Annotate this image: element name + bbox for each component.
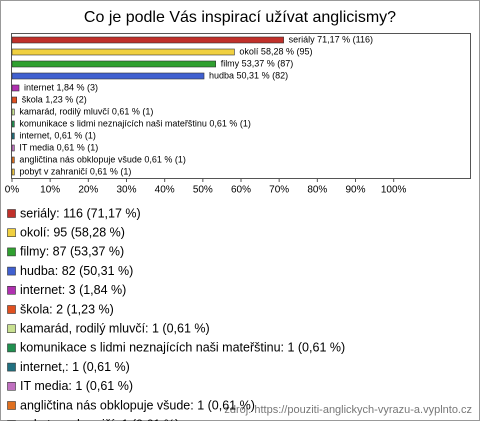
bar-label: filmy 53,37 % (87): [221, 58, 294, 68]
bar: [11, 96, 17, 104]
x-tick-label: 70%: [269, 185, 289, 196]
legend-swatch: [7, 247, 16, 257]
legend-label: pobyt v zahraničí: 1 (0,61 %): [20, 417, 179, 421]
legend-label: komunikace s lidmi neznajících naši mate…: [20, 341, 345, 355]
legend-swatch: [7, 228, 16, 237]
legend-swatch: [7, 266, 16, 276]
legend-label: kamarád, rodilý mluvčí: 1 (0,61 %): [20, 321, 210, 335]
x-tick-label: 30%: [116, 185, 136, 196]
bar-label: kamarád, rodilý mluvčí 0,61 % (1): [19, 106, 153, 116]
x-tick-label: 100%: [381, 185, 407, 196]
bar: [11, 36, 284, 44]
bar: [11, 108, 15, 116]
x-tick-label: 80%: [307, 185, 327, 196]
legend-swatch: [7, 381, 16, 391]
legend-label: angličtina nás obklopuje všude: 1 (0,61 …: [20, 398, 255, 412]
x-tick-label: 60%: [231, 185, 251, 196]
legend-label: internet,: 1 (0,61 %): [20, 360, 130, 374]
legend-swatch: [7, 362, 16, 372]
bar-label: IT media 0,61 % (1): [19, 142, 98, 152]
bar: [11, 120, 15, 128]
x-tick-label: 90%: [345, 185, 365, 196]
legend-label: hudba: 82 (50,31 %): [20, 264, 133, 278]
bar: [11, 144, 15, 152]
bar-label: škola 1,23 % (2): [22, 94, 87, 104]
legend-swatch: [7, 209, 16, 218]
legend-swatch: [7, 401, 16, 410]
legend-label: IT media: 1 (0,61 %): [20, 379, 133, 393]
x-tick-label: 10%: [40, 185, 60, 196]
bar-label: angličtina nás obklopuje všude 0,61 % (1…: [19, 154, 186, 164]
bar: [11, 132, 15, 140]
x-tick-label: 50%: [193, 185, 213, 196]
bar-label: internet, 0,61 % (1): [19, 130, 96, 140]
legend-swatch: [7, 343, 16, 353]
source: zdroj: https://pouziti-anglickych-vyrazu…: [224, 404, 472, 416]
bar-label: pobyt v zahraničí 0,61 % (1): [19, 166, 131, 176]
legend-label: škola: 2 (1,23 %): [20, 302, 114, 316]
legend-label: filmy: 87 (53,37 %): [20, 245, 124, 259]
bar: [11, 60, 216, 68]
bar: [11, 84, 20, 92]
legend-label: seriály: 116 (71,17 %): [20, 206, 141, 220]
bar-label: okolí 58,28 % (95): [239, 46, 312, 56]
legend-swatch: [7, 324, 16, 334]
x-tick-label: 20%: [78, 185, 98, 196]
bar: [11, 72, 205, 80]
bar: [11, 48, 235, 56]
legend-label: internet: 3 (1,84 %): [20, 283, 126, 297]
bar-label: hudba 50,31 % (82): [209, 70, 288, 80]
plot-area: [11, 33, 471, 179]
bar-label: seriály 71,17 % (116): [289, 34, 373, 44]
bar: [11, 168, 15, 176]
x-tick-label: 0%: [5, 185, 20, 196]
legend-label: okolí: 95 (58,28 %): [20, 225, 125, 239]
bar: [11, 156, 15, 164]
chart-title: Co je podle Vás inspirací užívat anglici…: [84, 9, 396, 26]
bar-label: internet 1,84 % (3): [24, 82, 98, 92]
x-tick-label: 40%: [155, 185, 175, 196]
bar-label: komunikace s lidmi neznajících naši mate…: [19, 118, 251, 128]
legend-swatch: [7, 305, 16, 314]
legend-swatch: [7, 285, 16, 295]
